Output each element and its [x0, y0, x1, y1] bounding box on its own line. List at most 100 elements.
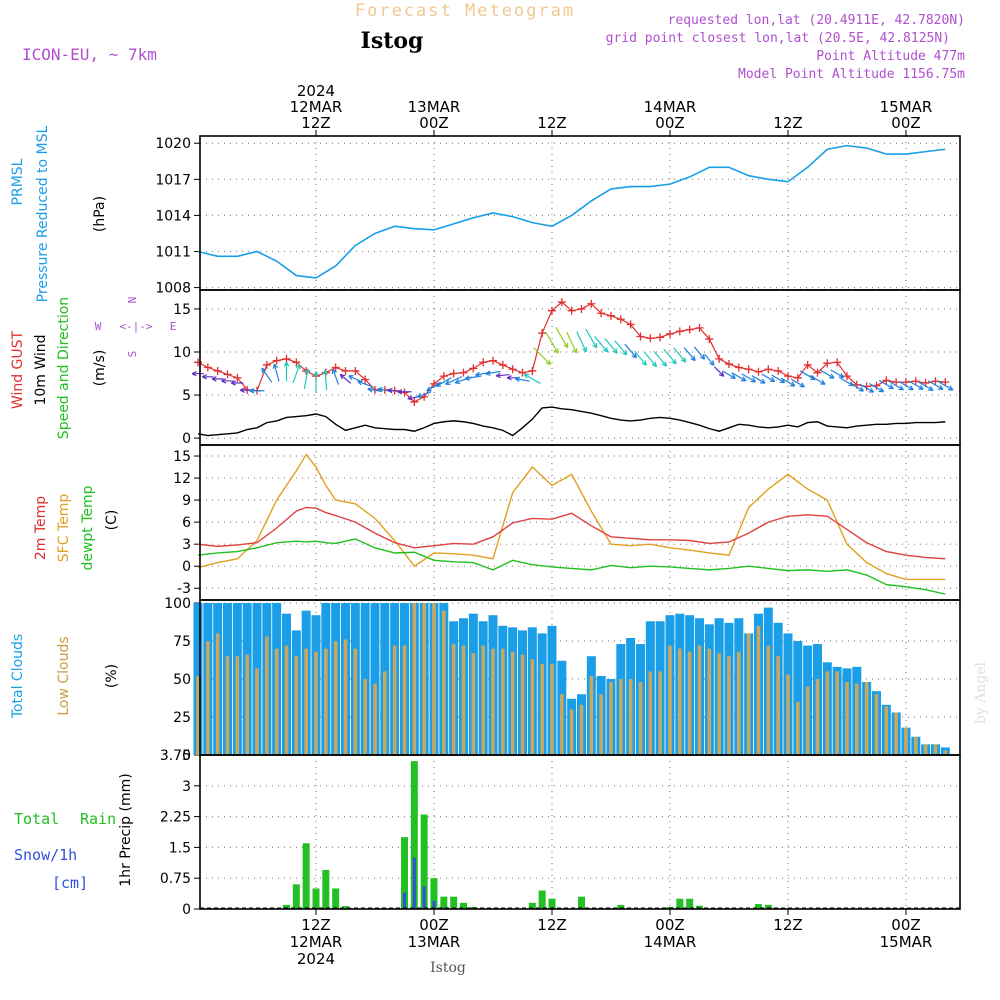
- wind-label-10m: 10m Wind: [33, 334, 49, 405]
- rain-bar: [617, 904, 625, 909]
- wind-direction-arrow: [693, 346, 706, 360]
- low-cloud-bar: [422, 603, 426, 755]
- clouds-label-total: Total Clouds: [10, 634, 26, 719]
- wind-direction-arrow: [731, 372, 747, 382]
- gust-marker: [793, 373, 802, 382]
- gust-marker: [341, 366, 350, 375]
- requested-coords: requested lon,lat (20.4911E, 42.7820N): [668, 13, 965, 28]
- wind-direction-arrow: [888, 380, 904, 391]
- precip-label-total: Total: [14, 810, 59, 828]
- wind-direction-arrow: [485, 370, 501, 376]
- gust-marker: [459, 368, 468, 377]
- low-cloud-bar: [363, 679, 367, 755]
- gust-marker: [410, 397, 419, 406]
- gust-marker: [941, 378, 950, 387]
- low-cloud-bar: [727, 656, 731, 755]
- low-cloud-bar: [756, 625, 761, 755]
- y-tick-label: 5: [182, 388, 191, 404]
- wind-direction-arrow: [230, 380, 244, 386]
- low-cloud-bar: [510, 651, 515, 755]
- wind-direction-arrow: [780, 377, 796, 387]
- gust-marker: [233, 373, 242, 382]
- low-cloud-bar: [442, 610, 446, 755]
- wind-direction-arrow: [533, 347, 552, 366]
- low-cloud-bar: [815, 679, 820, 755]
- rain-bar: [450, 896, 458, 909]
- wind-direction-arrow: [937, 380, 954, 391]
- y-tick-label: 0.75: [160, 871, 191, 887]
- model-label: ICON-EU, ~ 7km: [22, 45, 157, 64]
- low-cloud-bar: [786, 674, 790, 755]
- wind-direction-arrow: [221, 378, 234, 384]
- low-cloud-bar: [353, 648, 358, 755]
- wind-direction-arrow: [576, 331, 587, 353]
- gust-marker: [715, 354, 724, 363]
- wind-direction-arrow: [523, 373, 541, 385]
- clouds-unit: (%): [104, 664, 120, 688]
- y-tick-label: 15: [173, 449, 191, 465]
- low-cloud-bar: [737, 651, 741, 755]
- gust-marker: [774, 366, 783, 375]
- gust-marker: [223, 370, 232, 379]
- clouds-label-low: Low Clouds: [56, 636, 72, 715]
- low-cloud-bar: [825, 671, 830, 755]
- wind-direction-arrow: [495, 372, 510, 379]
- low-cloud-bar: [835, 671, 839, 755]
- y-tick-label: 25: [173, 710, 191, 726]
- low-cloud-bar: [697, 645, 702, 755]
- x-tick-label-bottom: 00Z: [655, 916, 684, 934]
- temp-label-sfc: SFC Temp: [56, 494, 72, 563]
- low-cloud-bar: [215, 633, 220, 755]
- wind-direction-arrow: [201, 374, 214, 380]
- gust-marker: [331, 363, 340, 372]
- low-cloud-bar: [609, 682, 613, 755]
- low-cloud-bar: [943, 750, 948, 755]
- gust-marker: [882, 376, 891, 385]
- dewpoint-line: [197, 538, 946, 595]
- x-tick-label-top: 00Z: [891, 114, 920, 132]
- gust-marker: [400, 388, 409, 397]
- wind-direction-arrow: [435, 377, 452, 387]
- rain-bar: [440, 896, 448, 909]
- low-cloud-bar: [501, 648, 505, 755]
- y-tick-label: 75: [173, 634, 191, 650]
- y-tick-label: -3: [177, 581, 191, 597]
- low-cloud-bar: [196, 675, 200, 755]
- wind-direction-arrow: [643, 351, 658, 368]
- rain-bar: [420, 814, 428, 909]
- low-cloud-bar: [579, 704, 584, 755]
- gust-marker: [892, 378, 901, 387]
- low-cloud-bar: [717, 653, 721, 755]
- gust-marker: [361, 375, 370, 384]
- low-cloud-bar: [530, 659, 535, 755]
- wind-direction-arrow: [604, 338, 618, 354]
- gust-marker: [213, 366, 222, 375]
- x-tick-label-top: 2024: [297, 82, 335, 100]
- gust-marker: [469, 364, 478, 373]
- low-cloud-bar: [796, 701, 800, 755]
- panel-frame: [199, 135, 961, 291]
- gust-marker: [803, 360, 812, 369]
- low-cloud-bar: [707, 648, 712, 755]
- rain-bar: [577, 896, 585, 909]
- y-tick-label: 1017: [155, 172, 191, 188]
- y-tick-label: 0: [182, 559, 191, 575]
- y-tick-label: 3: [182, 537, 191, 553]
- low-cloud-bar: [412, 603, 417, 755]
- rain-bar: [764, 904, 772, 909]
- low-cloud-bar: [540, 663, 544, 755]
- gust-marker: [351, 366, 360, 375]
- low-cloud-bar: [550, 663, 554, 755]
- low-cloud-bar: [668, 645, 672, 755]
- x-tick-label-bottom: 12MAR: [290, 933, 343, 951]
- low-cloud-bar: [894, 712, 898, 755]
- x-tick-label-bottom: 12Z: [301, 916, 330, 934]
- snow-bar: [412, 857, 416, 909]
- wind-direction-arrow: [927, 380, 944, 390]
- low-cloud-bar: [225, 656, 230, 755]
- y-tick-label: 0: [182, 748, 191, 764]
- low-cloud-bar: [373, 683, 377, 755]
- footer-location: Istog: [430, 960, 466, 976]
- gust-marker: [636, 332, 645, 341]
